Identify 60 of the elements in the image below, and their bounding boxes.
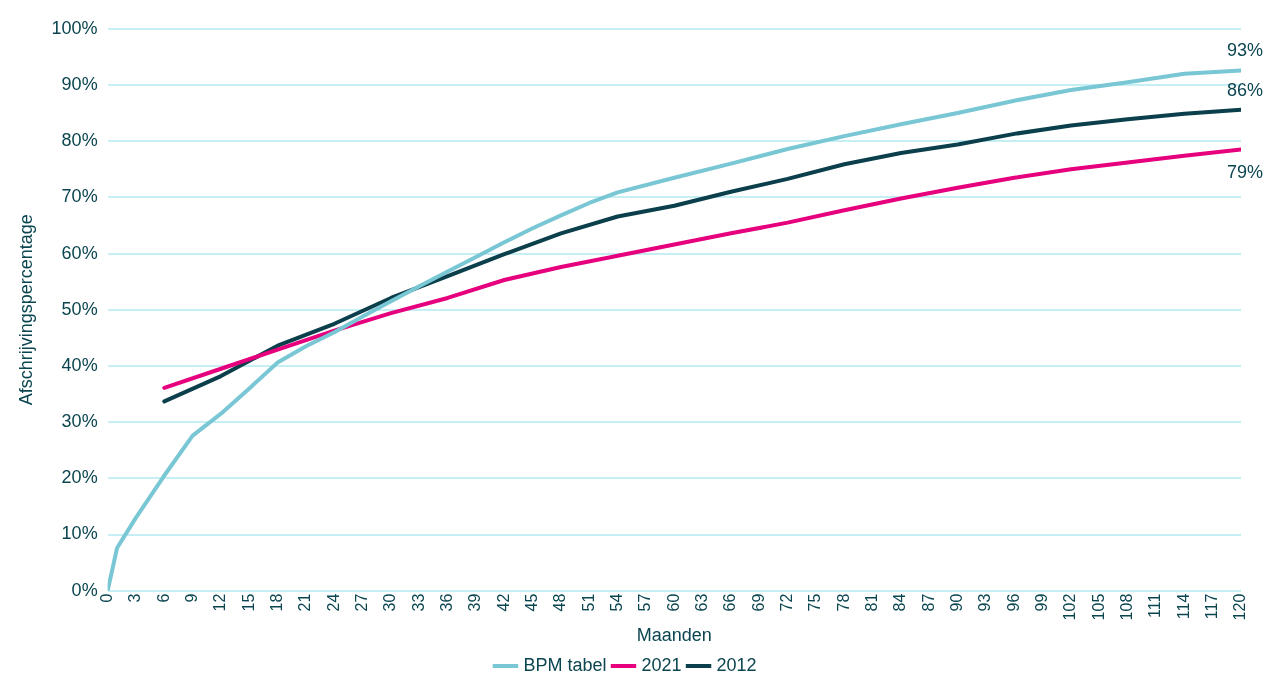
x-tick-label: 9 xyxy=(183,593,201,603)
x-tick-label: 42 xyxy=(494,593,512,612)
y-tick-label: 70% xyxy=(61,186,98,207)
x-tick-label: 72 xyxy=(778,593,796,612)
x-tick-label: 105 xyxy=(1089,593,1107,621)
legend-label: BPM tabel xyxy=(523,654,607,675)
x-tick-label: 21 xyxy=(296,593,314,612)
y-tick-label: 60% xyxy=(61,242,98,263)
x-tick-label: 111 xyxy=(1146,593,1164,619)
x-tick-label: 12 xyxy=(211,593,229,612)
x-tick-label: 45 xyxy=(523,593,541,612)
x-tick-label: 48 xyxy=(551,593,569,612)
x-tick-label: 36 xyxy=(438,593,456,612)
x-tick-label: 30 xyxy=(381,593,399,612)
y-tick-label: 30% xyxy=(61,411,98,432)
x-tick-label: 66 xyxy=(721,593,739,612)
x-tick-label: 0 xyxy=(98,593,116,603)
y-tick-label: 50% xyxy=(61,298,98,319)
y-tick-label: 10% xyxy=(61,523,98,544)
x-axis-title: Maanden xyxy=(636,625,712,646)
x-tick-label: 81 xyxy=(863,593,881,612)
x-tick-label: 87 xyxy=(919,593,937,612)
y-tick-label: 100% xyxy=(51,17,98,38)
x-tick-label: 24 xyxy=(324,593,342,612)
x-tick-label: 3 xyxy=(126,593,144,603)
x-tick-label: 114 xyxy=(1174,593,1192,620)
x-tick-label: 120 xyxy=(1231,593,1249,621)
y-tick-label: 90% xyxy=(61,73,98,94)
x-tick-label: 84 xyxy=(891,593,909,612)
legend-label: 2012 xyxy=(716,654,757,675)
x-tick-label: 33 xyxy=(409,593,427,612)
x-tick-label: 18 xyxy=(268,593,286,612)
x-tick-label: 69 xyxy=(749,593,767,612)
x-tick-label: 90 xyxy=(948,593,966,612)
x-tick-label: 108 xyxy=(1118,593,1136,621)
x-tick-label: 51 xyxy=(579,593,597,612)
x-tick-label: 117 xyxy=(1203,593,1221,620)
y-axis-title: Afschrijvingspercentage xyxy=(15,214,36,406)
x-tick-label: 78 xyxy=(834,593,852,612)
x-tick-label: 102 xyxy=(1061,593,1079,621)
x-tick-label: 27 xyxy=(353,593,371,612)
y-tick-label: 40% xyxy=(61,354,98,375)
y-tick-label: 0% xyxy=(71,579,98,600)
x-tick-label: 57 xyxy=(636,593,654,612)
data-label: 79% xyxy=(1226,161,1264,182)
x-tick-label: 63 xyxy=(693,593,711,612)
x-tick-label: 39 xyxy=(466,593,484,612)
x-tick-label: 99 xyxy=(1033,593,1051,612)
x-tick-label: 96 xyxy=(1004,593,1022,612)
x-tick-label: 75 xyxy=(806,593,824,612)
x-tick-label: 93 xyxy=(976,593,994,612)
y-tick-label: 20% xyxy=(61,467,98,488)
x-tick-label: 54 xyxy=(608,593,626,612)
data-label: 93% xyxy=(1226,40,1264,61)
x-tick-label: 15 xyxy=(239,593,257,612)
y-tick-label: 80% xyxy=(61,130,98,151)
data-label: 86% xyxy=(1226,79,1264,100)
legend-label: 2021 xyxy=(641,654,682,675)
x-tick-label: 6 xyxy=(154,593,172,603)
x-tick-label: 60 xyxy=(664,593,682,612)
